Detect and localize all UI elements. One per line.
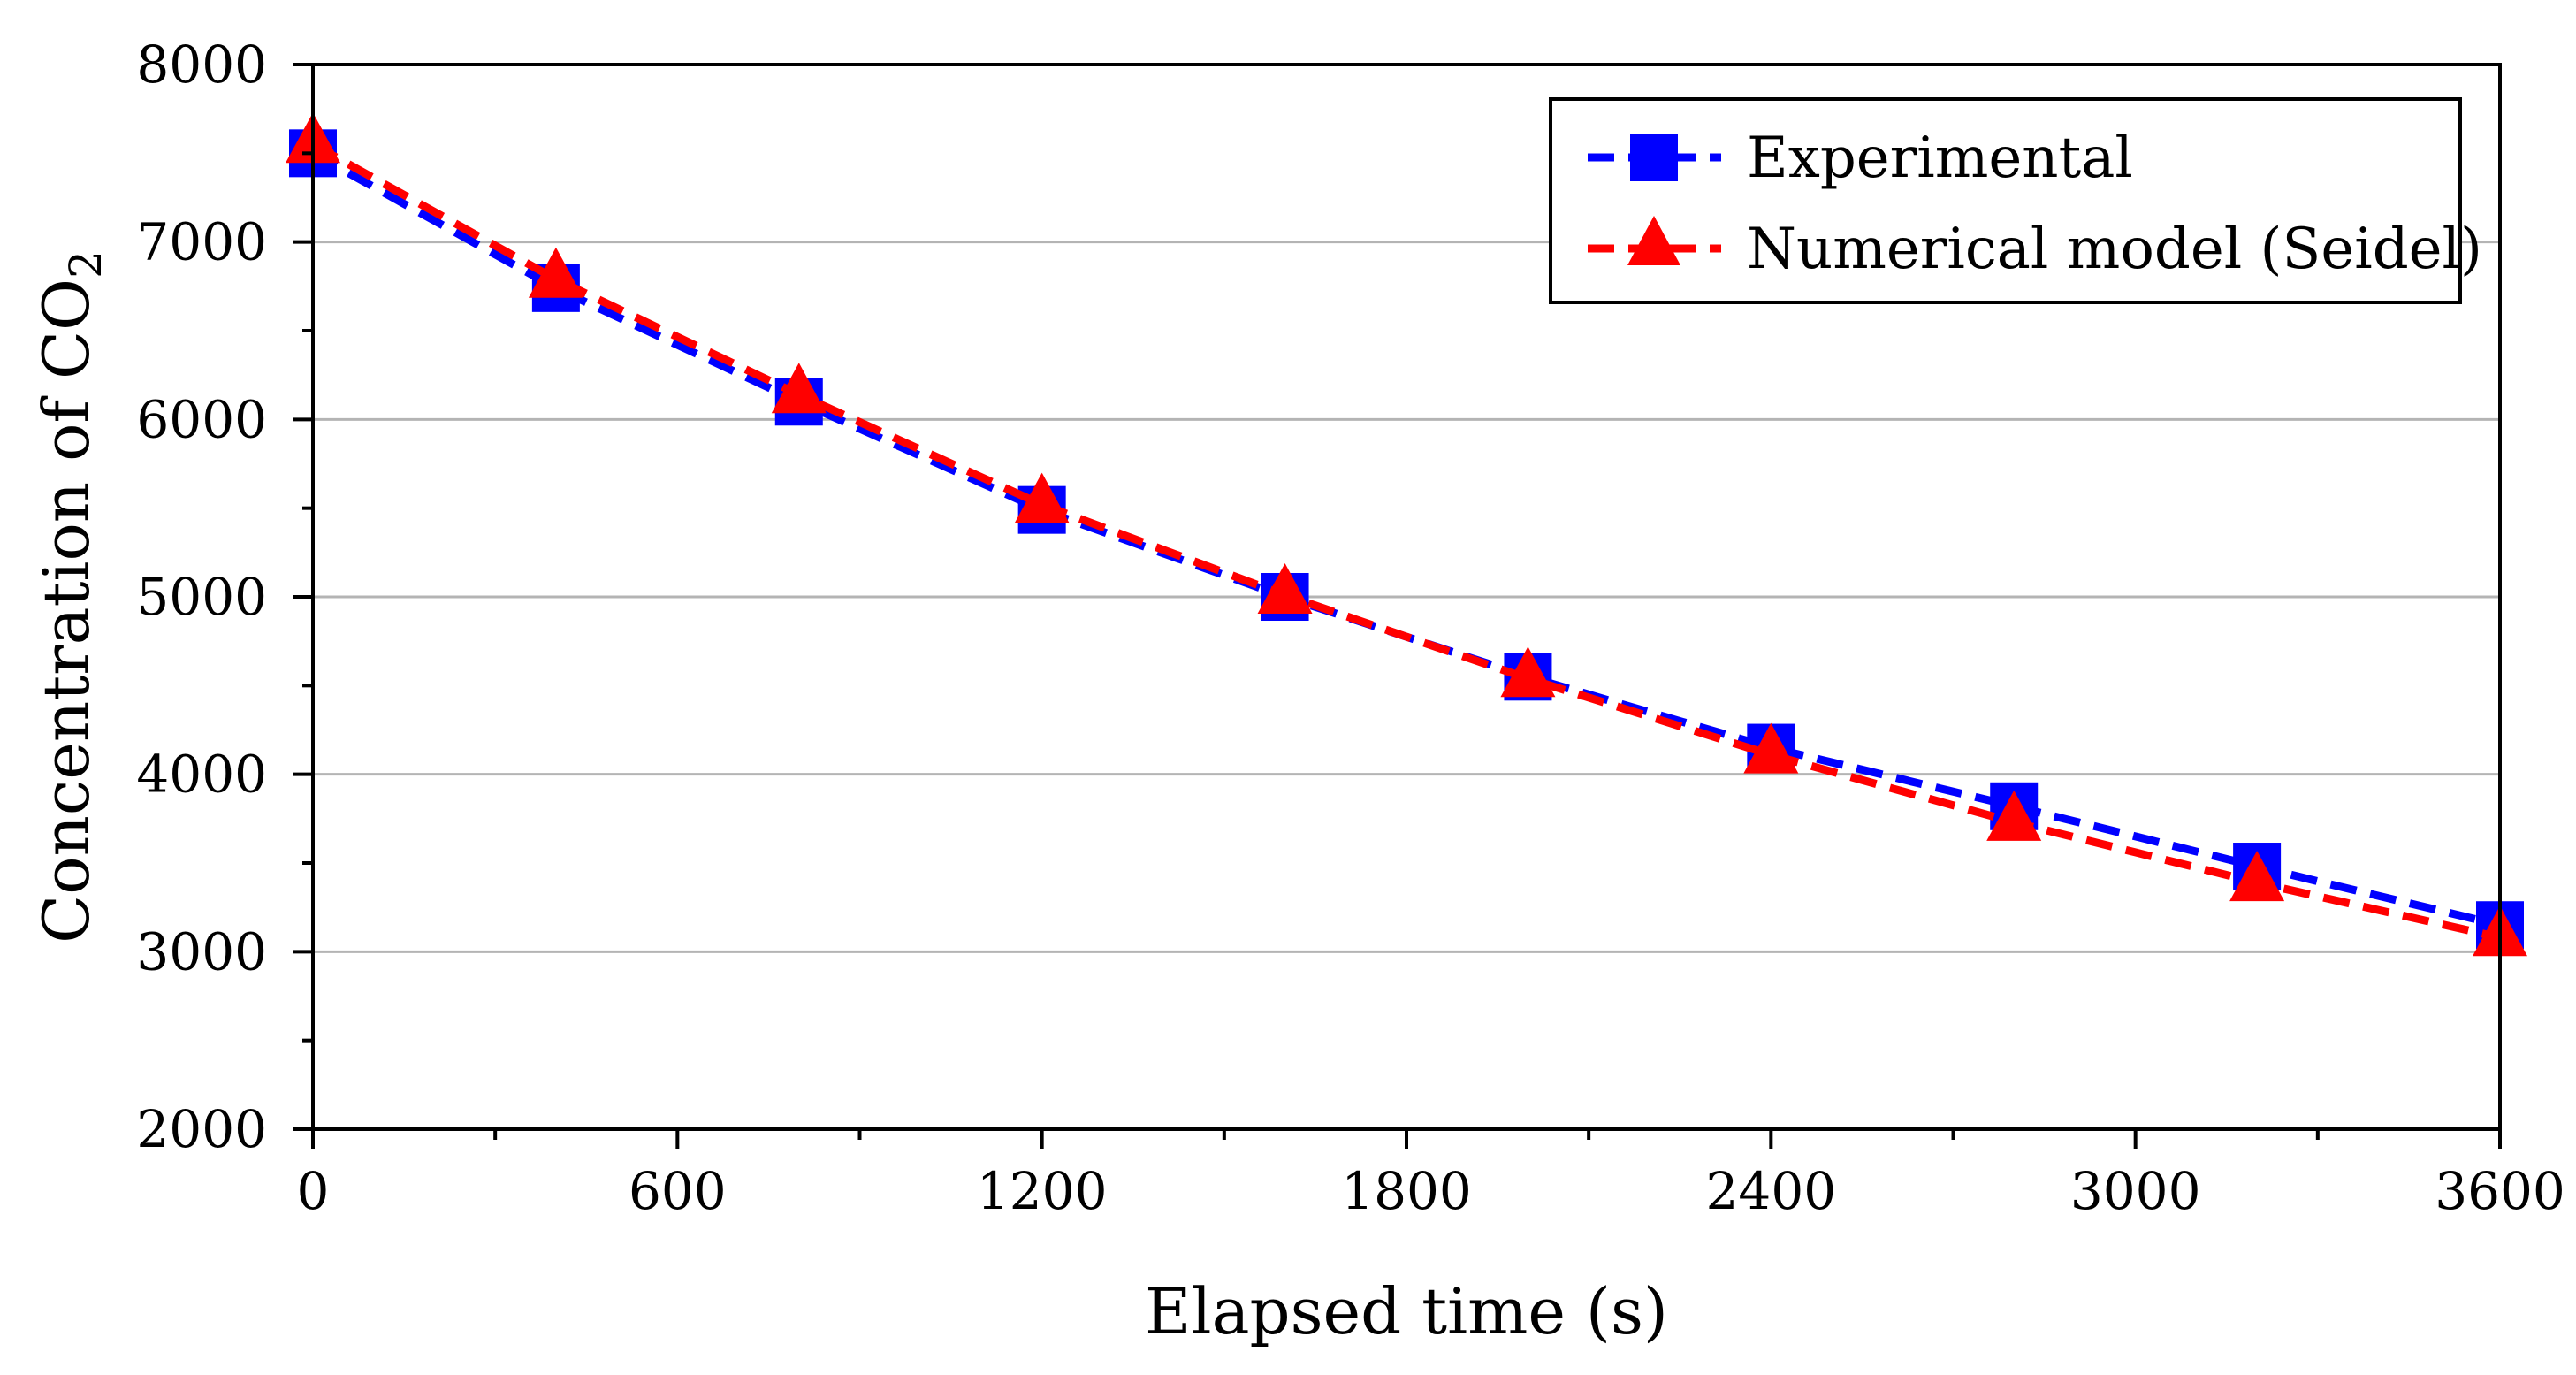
- tick-labels: 0 600 1200 1800 2400 3000 3600 2000 3000 4000 5000…: [136, 34, 2565, 1221]
- y-tick-label: 5000: [136, 567, 267, 627]
- y-axis-title-main: Concentration of CO: [29, 279, 103, 943]
- data-point-numerical: [1500, 646, 1556, 698]
- x-tick-label: 1200: [977, 1161, 1108, 1221]
- y-tick-label: 8000: [136, 34, 267, 95]
- x-tick-label: 1800: [1341, 1161, 1472, 1221]
- y-tick-label: 2000: [136, 1099, 267, 1159]
- legend-marker-experimental: [1630, 134, 1678, 181]
- data-point-numerical: [1986, 790, 2042, 841]
- series-line-numerical: [310, 141, 2501, 942]
- data-point-numerical: [1257, 562, 1313, 614]
- series-layer: [286, 112, 2527, 957]
- y-tick-label: 7000: [136, 212, 267, 272]
- legend: Experimental Numerical model (Seidel): [1549, 97, 2482, 304]
- y-tick-label: 3000: [136, 921, 267, 982]
- y-axis-title-group: Concentration of CO2: [29, 250, 111, 943]
- x-tick-label: 0: [297, 1161, 330, 1221]
- data-point-numerical: [771, 363, 827, 414]
- legend-box: [1549, 97, 2462, 304]
- y-tick-label: 6000: [136, 389, 267, 449]
- data-point-numerical: [528, 247, 583, 298]
- data-point-numerical: [2229, 851, 2285, 902]
- x-tick-label: 2400: [1706, 1161, 1837, 1221]
- data-point-numerical: [1014, 472, 1070, 523]
- y-axis-title: Concentration of CO2: [29, 250, 111, 943]
- gridlines: [313, 241, 2500, 953]
- data-point-numerical: [1743, 722, 1799, 774]
- x-tick-label: 600: [629, 1161, 727, 1221]
- axis-ticks: [293, 63, 2502, 1149]
- legend-label-numerical: Numerical model (Seidel): [1747, 217, 2482, 282]
- y-tick-label: 4000: [136, 745, 267, 805]
- x-axis-title: Elapsed time (s): [1145, 1274, 1668, 1348]
- legend-label-experimental: Experimental: [1747, 126, 2133, 191]
- y-axis-title-subscript: 2: [60, 250, 111, 279]
- x-tick-label: 3600: [2435, 1161, 2565, 1221]
- x-tick-label: 3000: [2070, 1161, 2201, 1221]
- legend-marker-numerical: [1627, 216, 1680, 265]
